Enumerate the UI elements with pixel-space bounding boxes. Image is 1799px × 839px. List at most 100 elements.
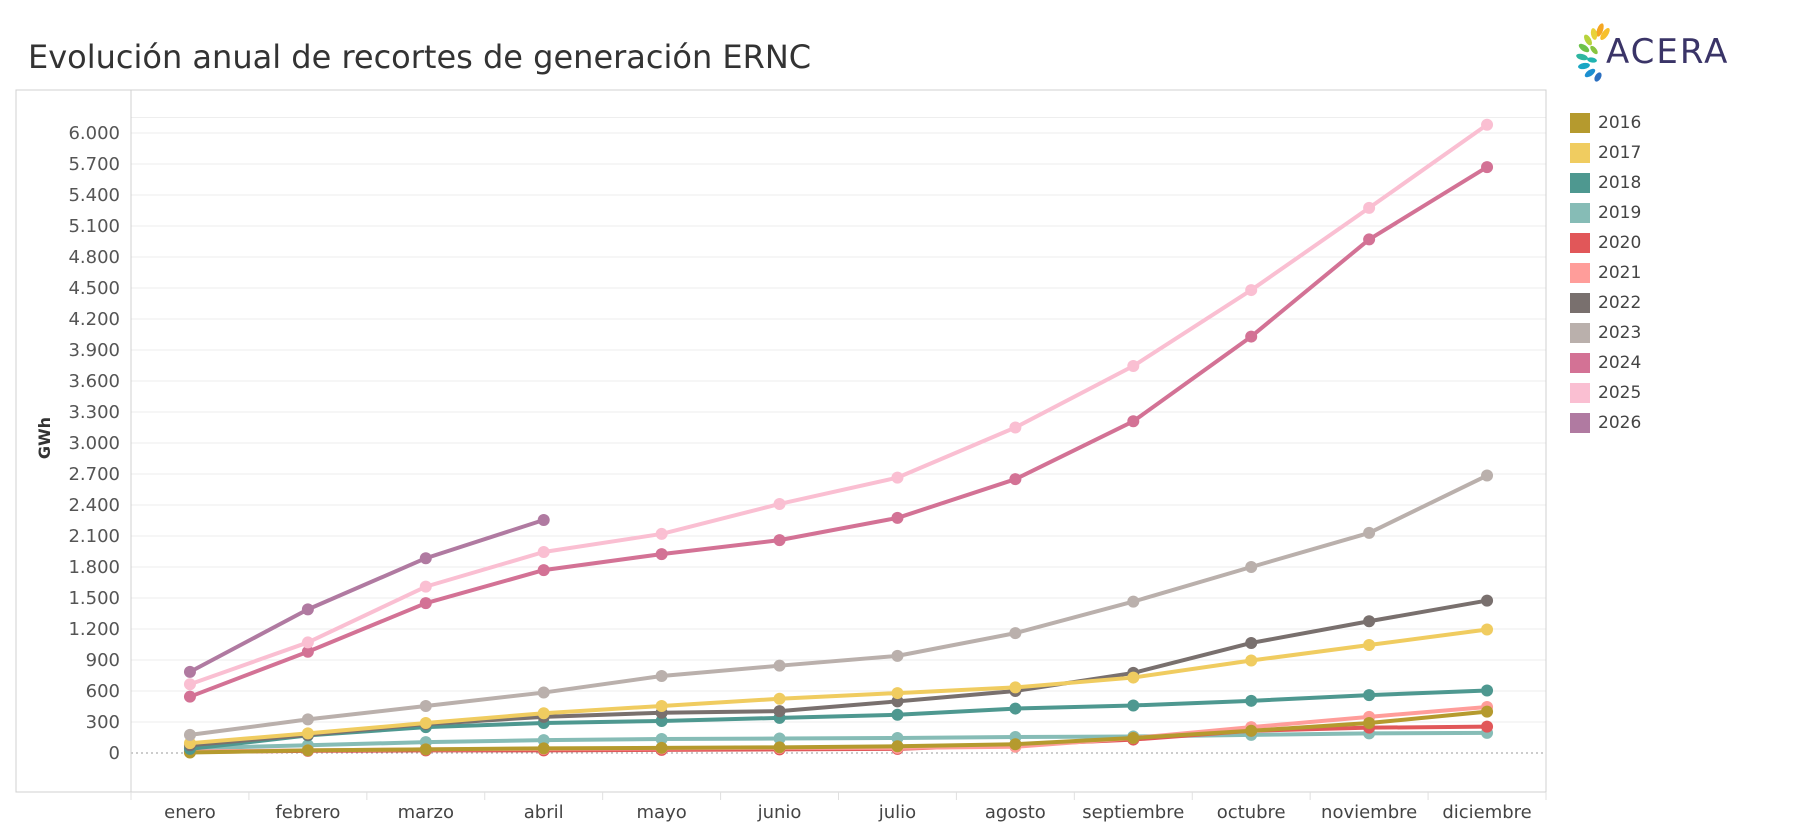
- data-point[interactable]: [419, 580, 432, 593]
- legend-item-2026[interactable]: 2026: [1570, 408, 1641, 438]
- data-point[interactable]: [1363, 233, 1376, 246]
- data-point[interactable]: [773, 732, 786, 745]
- data-point[interactable]: [301, 727, 314, 740]
- data-point[interactable]: [891, 740, 904, 753]
- data-point[interactable]: [183, 690, 196, 703]
- data-point[interactable]: [301, 636, 314, 649]
- data-point[interactable]: [1481, 594, 1494, 607]
- data-point[interactable]: [1127, 360, 1140, 373]
- acera-logo-mark-icon: [1576, 23, 1610, 82]
- data-point[interactable]: [301, 645, 314, 658]
- legend-item-2016[interactable]: 2016: [1570, 108, 1641, 138]
- data-point[interactable]: [655, 741, 668, 754]
- data-point[interactable]: [891, 471, 904, 484]
- series-2025: [183, 118, 1494, 691]
- y-tick-label: 2.400: [68, 495, 120, 516]
- data-point[interactable]: [773, 534, 786, 547]
- legend-item-2017[interactable]: 2017: [1570, 138, 1641, 168]
- series-line: [187, 688, 1490, 751]
- data-point[interactable]: [773, 497, 786, 510]
- data-point[interactable]: [537, 707, 550, 720]
- data-point[interactable]: [1009, 473, 1022, 486]
- data-point[interactable]: [1481, 705, 1494, 718]
- data-point[interactable]: [773, 741, 786, 754]
- data-point[interactable]: [1363, 615, 1376, 628]
- data-point[interactable]: [1245, 561, 1258, 573]
- data-point[interactable]: [537, 742, 550, 755]
- data-point[interactable]: [1127, 671, 1140, 684]
- data-point[interactable]: [1245, 724, 1258, 737]
- data-point[interactable]: [1127, 595, 1140, 608]
- data-point[interactable]: [1481, 161, 1494, 174]
- data-point[interactable]: [891, 649, 904, 662]
- data-point[interactable]: [1245, 636, 1258, 649]
- data-point[interactable]: [419, 717, 432, 730]
- data-point[interactable]: [655, 527, 668, 540]
- data-point[interactable]: [891, 695, 904, 708]
- data-point[interactable]: [1245, 330, 1258, 343]
- data-point[interactable]: [183, 678, 196, 691]
- y-tick-label: 3.000: [68, 433, 120, 454]
- data-point[interactable]: [655, 548, 668, 561]
- data-point[interactable]: [1127, 415, 1140, 428]
- data-point[interactable]: [773, 705, 786, 718]
- data-point[interactable]: [1127, 732, 1140, 745]
- data-point[interactable]: [301, 713, 314, 726]
- legend-item-2018[interactable]: 2018: [1570, 168, 1641, 198]
- data-point[interactable]: [891, 732, 904, 745]
- data-point[interactable]: [1363, 689, 1376, 702]
- data-point[interactable]: [419, 743, 432, 756]
- legend-item-2020[interactable]: 2020: [1570, 228, 1641, 258]
- data-point[interactable]: [183, 665, 196, 678]
- legend-item-2023[interactable]: 2023: [1570, 318, 1641, 348]
- data-point[interactable]: [1363, 717, 1376, 730]
- data-point[interactable]: [1009, 702, 1022, 715]
- data-point[interactable]: [1127, 699, 1140, 712]
- data-point[interactable]: [537, 564, 550, 577]
- data-point[interactable]: [537, 546, 550, 559]
- chart-frame: [15, 89, 1547, 793]
- data-point[interactable]: [773, 692, 786, 705]
- data-point[interactable]: [655, 714, 668, 727]
- data-point[interactable]: [1363, 526, 1376, 539]
- legend-item-2025[interactable]: 2025: [1570, 378, 1641, 408]
- data-point[interactable]: [1481, 720, 1494, 733]
- data-point[interactable]: [537, 513, 550, 526]
- legend-item-2022[interactable]: 2022: [1570, 288, 1641, 318]
- data-point[interactable]: [1009, 738, 1022, 751]
- data-point[interactable]: [537, 686, 550, 699]
- data-point[interactable]: [1363, 201, 1376, 214]
- data-point[interactable]: [1009, 681, 1022, 694]
- data-point[interactable]: [1009, 627, 1022, 640]
- data-point[interactable]: [891, 511, 904, 524]
- data-point[interactable]: [773, 659, 786, 672]
- data-point[interactable]: [891, 687, 904, 700]
- data-point[interactable]: [655, 670, 668, 683]
- data-point[interactable]: [537, 734, 550, 747]
- data-point[interactable]: [1481, 623, 1494, 636]
- data-point[interactable]: [301, 744, 314, 757]
- data-point[interactable]: [1481, 684, 1494, 697]
- data-point[interactable]: [1363, 639, 1376, 652]
- data-point[interactable]: [655, 733, 668, 746]
- data-point[interactable]: [1245, 694, 1258, 707]
- data-point[interactable]: [655, 699, 668, 712]
- data-point[interactable]: [1245, 654, 1258, 667]
- data-point[interactable]: [891, 708, 904, 721]
- data-point[interactable]: [1009, 421, 1022, 434]
- legend-item-2019[interactable]: 2019: [1570, 198, 1641, 228]
- legend-label: 2025: [1598, 383, 1642, 403]
- legend-swatch: [1570, 323, 1590, 343]
- data-point[interactable]: [419, 552, 432, 565]
- data-point[interactable]: [419, 699, 432, 712]
- data-point[interactable]: [183, 737, 196, 750]
- chart-title: Evolución anual de recortes de generació…: [28, 38, 812, 76]
- data-point[interactable]: [1245, 284, 1258, 297]
- data-point[interactable]: [1481, 118, 1494, 131]
- data-point[interactable]: [183, 728, 196, 741]
- legend-item-2024[interactable]: 2024: [1570, 348, 1641, 378]
- data-point[interactable]: [301, 603, 314, 616]
- data-point[interactable]: [419, 597, 432, 610]
- legend-item-2021[interactable]: 2021: [1570, 258, 1641, 288]
- data-point[interactable]: [1481, 469, 1494, 482]
